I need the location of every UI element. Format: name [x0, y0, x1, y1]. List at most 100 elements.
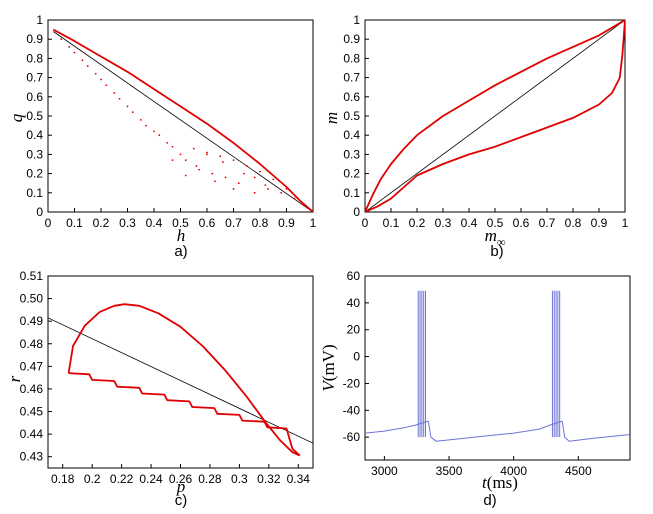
data-point [195, 165, 198, 167]
data-point [198, 168, 200, 171]
y-tick-label: 0.9 [343, 32, 360, 46]
x-tick-label: 0.2 [84, 472, 101, 486]
x-tick-label: 3500 [436, 464, 463, 478]
y-tick-label: 0.49 [20, 314, 44, 328]
y-tick-label: 0.3 [343, 147, 360, 161]
x-tick-label: 0.9 [278, 216, 295, 230]
y-tick-label: 0.4 [343, 128, 360, 142]
x-tick-label: 0.8 [565, 216, 582, 230]
panel-b: 0 0.1 0.2 0.3 0.4 0.5 0.6 0.7 0.8 0.9 1 0 0.1 0.2 0.3 0… [322, 13, 629, 260]
x-tick-label: 0.28 [198, 472, 222, 486]
data-point [139, 118, 142, 121]
y-tick-label: 0.51 [20, 269, 44, 283]
series-line [365, 420, 630, 442]
y-tick-label: -20 [343, 376, 361, 390]
x-tick-label: 3000 [371, 464, 398, 478]
data-point [60, 38, 63, 41]
data-point [158, 134, 161, 137]
x-tick-label: 0.4 [461, 216, 478, 230]
x-tick-label: 0 [45, 216, 52, 230]
y-axis-label: r [5, 375, 24, 382]
data-point [272, 178, 275, 181]
x-tick-label: 0.18 [51, 472, 75, 486]
data-point [131, 111, 134, 114]
y-tick-label: 0.9 [26, 32, 43, 46]
y-axis-label: q [7, 113, 26, 122]
x-tick-label: 0.1 [383, 216, 400, 230]
y-axis-symbol: m [322, 112, 341, 124]
data-point [253, 191, 256, 194]
series-line [67, 303, 301, 457]
x-tick-label: 0.5 [172, 216, 189, 230]
data-point [126, 105, 129, 108]
x-axis-symbol: p [176, 477, 186, 496]
x-tick-label: 0.4 [146, 216, 163, 230]
x-axis-label: h [177, 226, 186, 245]
plot-area [365, 20, 625, 212]
x-tick-label: 0.32 [257, 472, 281, 486]
data-point [293, 197, 296, 200]
data-point [245, 165, 248, 167]
x-axis-unit: (ms) [487, 473, 518, 492]
x-tick-label: 0.9 [591, 216, 608, 230]
x-tick-label: 0.2 [409, 216, 426, 230]
data-point [166, 141, 169, 144]
x-tick-label: 0.3 [435, 216, 452, 230]
series-line [48, 317, 313, 444]
data-point [113, 92, 116, 94]
y-tick-label: 0.6 [343, 90, 360, 104]
y-tick-label: 0.4 [26, 128, 43, 142]
x-tick-label: 1 [622, 216, 629, 230]
x-tick-label: 0.8 [252, 216, 269, 230]
panel-a: 0 0.1 0.2 0.3 0.4 0.5 0.6 0.7 0.8 0.9 1 0 0.1 0.2 0.3 0… [7, 13, 317, 260]
y-tick-label: 0.1 [26, 186, 43, 200]
y-tick-label: 20 [347, 323, 361, 337]
y-tick-label: 0.8 [343, 51, 360, 65]
y-tick-label: 0.7 [343, 71, 360, 85]
data-point [153, 130, 155, 133]
plot-area [52, 28, 313, 212]
data-point [184, 174, 187, 177]
y-tick-label: 0.2 [343, 167, 360, 181]
data-point [280, 191, 283, 194]
data-point [206, 151, 208, 154]
y-tick-label: 0 [36, 205, 43, 219]
data-point [211, 172, 214, 175]
plot-area [365, 290, 630, 442]
x-tick-label: 0.3 [119, 216, 136, 230]
data-point [118, 97, 121, 100]
x-tick-label: 0.5 [487, 216, 504, 230]
plot-frame [364, 275, 631, 461]
y-tick-label: 0.2 [26, 167, 43, 181]
data-point [306, 207, 309, 210]
x-axis-label: t(ms) [482, 473, 518, 492]
panel-caption: b) [490, 243, 503, 260]
y-tick-label: 0.44 [20, 427, 44, 441]
x-axis-symbol: h [177, 226, 186, 245]
y-axis-label: m [322, 112, 341, 124]
data-point [184, 159, 187, 162]
series-line [365, 20, 625, 212]
x-axis-label: p [176, 477, 186, 496]
x-tick-label: 4000 [500, 464, 527, 478]
x-tick-label: 0.7 [225, 216, 242, 230]
y-tick-label: -40 [343, 403, 361, 417]
x-axis-symbol: m [485, 226, 497, 245]
y-tick-label: 40 [347, 296, 361, 310]
data-point [219, 155, 222, 158]
x-tick-label: 0.6 [513, 216, 530, 230]
x-tick-label: 0.6 [199, 216, 216, 230]
y-tick-label: 0.45 [20, 405, 44, 419]
y-tick-label: 0 [353, 205, 360, 219]
panel-caption: c) [175, 492, 188, 509]
data-point [232, 188, 235, 190]
series-line [365, 20, 625, 212]
x-axis-subscript: ∞ [497, 235, 506, 249]
x-tick-label: 0.1 [66, 216, 83, 230]
y-tick-label: 0 [353, 350, 360, 364]
data-point [192, 147, 195, 150]
y-axis-symbol: V [319, 379, 338, 392]
y-tick-label: 0.48 [20, 337, 44, 351]
y-axis-unit: (mV) [319, 344, 338, 381]
y-tick-label: 0.1 [343, 186, 360, 200]
